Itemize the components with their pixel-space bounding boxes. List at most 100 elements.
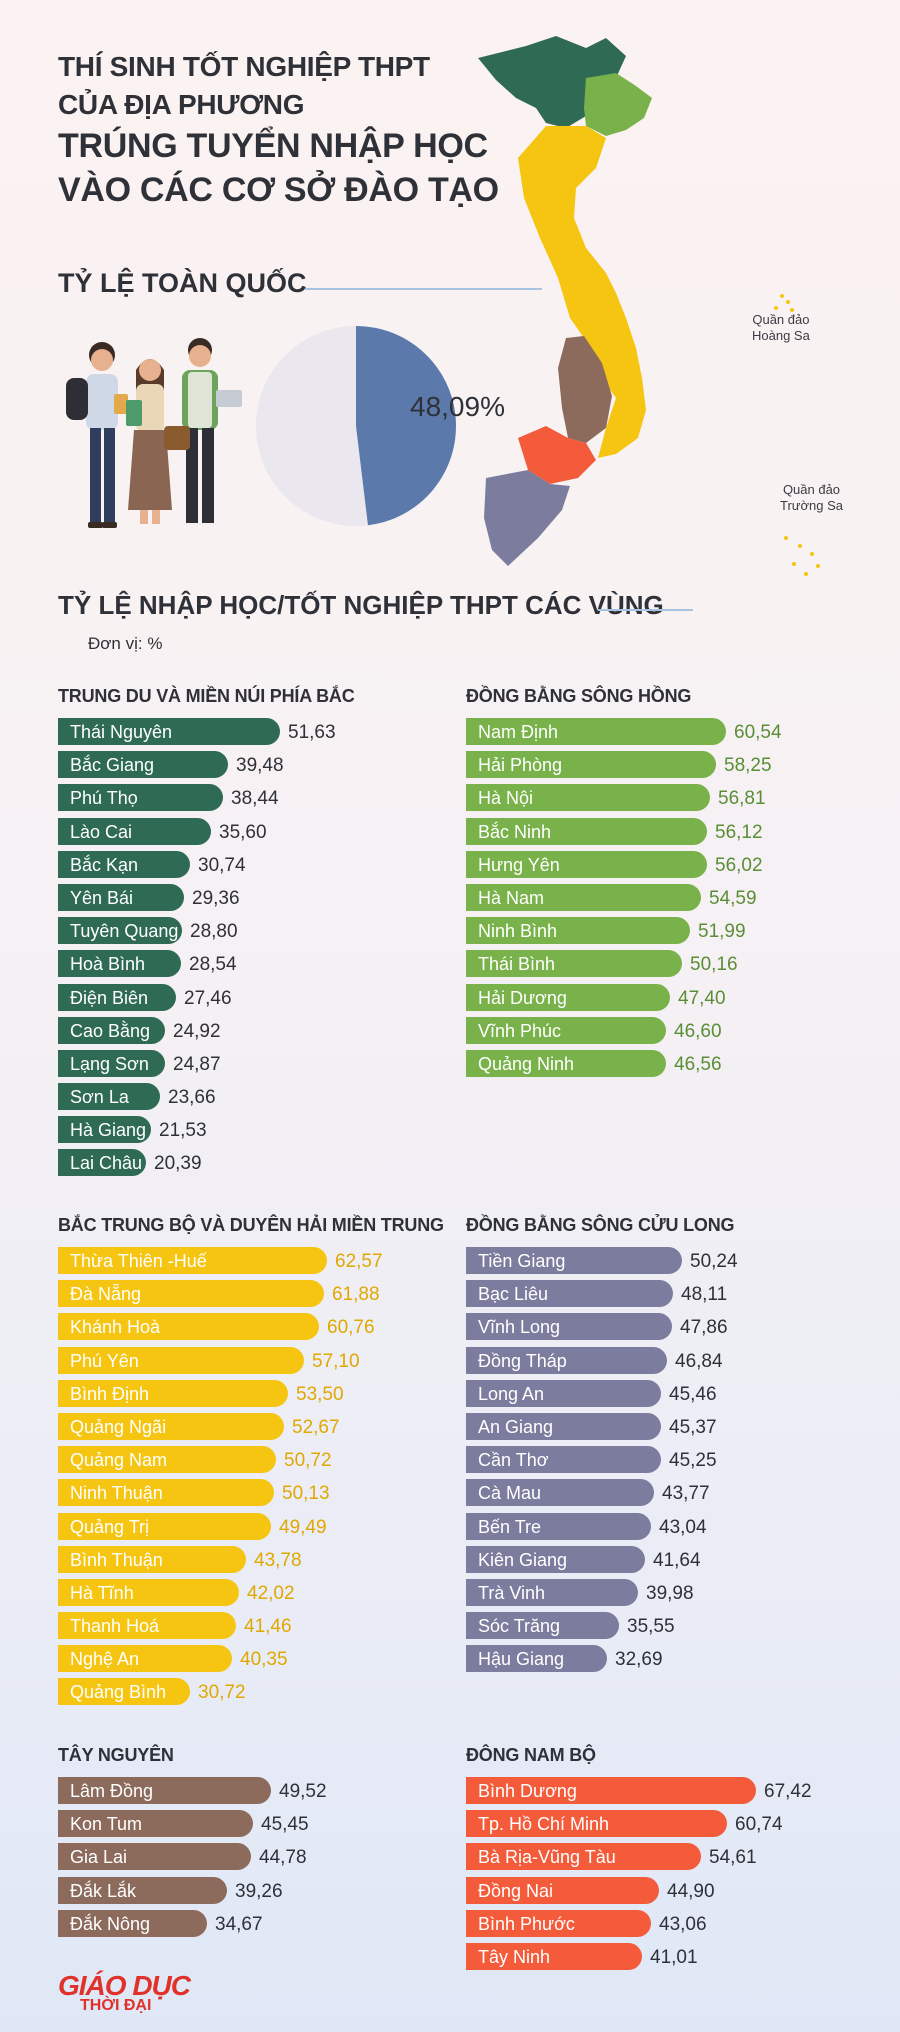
bar <box>466 1379 661 1407</box>
bar-category-label: Hà Giang <box>70 1120 147 1141</box>
bar <box>58 1412 284 1440</box>
bar-value-label: 56,12 <box>715 821 763 843</box>
bar-category-label: Bến Tre <box>478 1516 542 1537</box>
bar <box>58 1645 232 1673</box>
bar-value-label: 46,84 <box>675 1350 723 1372</box>
bar-category-label: Đồng Nai <box>478 1880 554 1901</box>
bar <box>466 1280 673 1308</box>
bar-category-label: Bắc Ninh <box>478 821 552 842</box>
bar <box>466 1777 756 1804</box>
bar-row: Bắc Ninh 56,12 <box>466 817 763 845</box>
bar-category-label: Ninh Bình <box>478 921 558 942</box>
bar-value-label: 54,59 <box>709 887 757 909</box>
bar-category-label: Hoà Bình <box>70 954 146 975</box>
bar-list: Thái Nguyên 51,63 Bắc Giang 39,48 Phú Thọ 38,… <box>58 718 355 1177</box>
bar-category-label: Quảng Bình <box>70 1682 167 1703</box>
bar <box>466 1942 642 1970</box>
bar-row: Bắc Kạn 30,74 <box>58 850 355 878</box>
bar <box>58 784 223 812</box>
bar <box>58 1843 251 1871</box>
bar <box>466 1612 619 1640</box>
map-region-southeast <box>518 426 596 484</box>
bar <box>58 850 190 878</box>
pie-value-slice <box>356 326 456 526</box>
bar-category-label: Nam Định <box>478 722 559 742</box>
bar-value-label: 44,90 <box>667 1880 715 1902</box>
bar-category-label: Tuyên Quang <box>70 921 179 942</box>
bar-row: Phú Yên 57,10 <box>58 1346 444 1374</box>
bar-row: Đắk Lắk 39,26 <box>58 1876 283 1904</box>
bar <box>58 1016 165 1044</box>
bar-category-label: Vĩnh Phúc <box>478 1020 562 1041</box>
national-rate-pie <box>256 326 456 526</box>
bar-category-label: Bắc Kạn <box>70 854 139 875</box>
bar <box>58 950 181 978</box>
bar <box>58 1545 246 1573</box>
bar-value-label: 58,25 <box>724 755 772 777</box>
bar-row: Đắk Nông 34,67 <box>58 1909 263 1937</box>
bar-value-label: 24,92 <box>173 1020 221 1042</box>
bar-row: Nam Định 60,54 <box>466 718 782 745</box>
bar-category-label: Kiên Giang <box>478 1549 568 1570</box>
bar-category-label: Đồng Tháp <box>478 1350 567 1371</box>
bar-row: Hoà Bình 28,54 <box>58 950 355 978</box>
bar <box>58 751 228 779</box>
bar-value-label: 56,02 <box>715 854 763 876</box>
truong-sa-caption: Quần đảo Trường Sa <box>780 482 843 514</box>
bar-row: Bình Thuận 43,78 <box>58 1545 444 1573</box>
bar-row: Quảng Ninh 46,56 <box>466 1049 722 1077</box>
bar-category-label: Gia Lai <box>70 1847 128 1868</box>
bar-value-label: 35,55 <box>627 1616 675 1638</box>
bar-category-label: Long An <box>478 1383 545 1404</box>
bar-value-label: 44,78 <box>259 1847 307 1869</box>
bar-row: Khánh Hoà 60,76 <box>58 1313 444 1341</box>
bar-category-label: Hậu Giang <box>478 1649 565 1670</box>
bar <box>466 917 690 945</box>
bar-value-label: 51,63 <box>288 722 336 743</box>
bar <box>58 718 280 745</box>
bar-value-label: 46,56 <box>674 1053 722 1075</box>
bar-category-label: Tiền Giang <box>478 1251 566 1271</box>
bar-row: Bình Dương 67,42 <box>466 1777 812 1804</box>
bar-category-label: Tây Ninh <box>478 1946 551 1967</box>
bar-category-label: Thanh Hoá <box>70 1616 160 1637</box>
bar <box>58 1083 160 1111</box>
bar-value-label: 62,57 <box>335 1251 383 1272</box>
chart-title: ĐỒNG BẰNG SÔNG HỒNG <box>466 686 692 706</box>
bar-value-label: 49,52 <box>279 1781 327 1802</box>
bar <box>58 983 176 1011</box>
bar <box>58 1280 324 1308</box>
bar-row: Tp. Hồ Chí Minh 60,74 <box>466 1810 783 1838</box>
truong-sa-islands <box>784 536 820 576</box>
bar <box>58 1810 253 1838</box>
bar-row: Bến Tre 43,04 <box>466 1512 734 1540</box>
bar-row: Kon Tum 45,45 <box>58 1810 309 1838</box>
bar-row: Hưng Yên 56,02 <box>466 850 763 878</box>
bar <box>466 1545 645 1573</box>
bar-category-label: Yên Bái <box>70 887 134 908</box>
bar-category-label: Hải Dương <box>478 987 567 1008</box>
chart-title: TRUNG DU VÀ MIỀN NÚI PHÍA BẮC <box>58 686 355 706</box>
bar-value-label: 54,61 <box>709 1847 757 1869</box>
bar-value-label: 39,26 <box>235 1880 283 1902</box>
hoang-sa-caption: Quần đảo Hoàng Sa <box>752 312 810 344</box>
bar <box>58 1876 227 1904</box>
bar-category-label: Hải Phòng <box>478 755 563 776</box>
bar-value-label: 29,36 <box>192 887 240 909</box>
bar-value-label: 47,40 <box>678 987 726 1009</box>
bar-value-label: 48,11 <box>681 1284 728 1306</box>
map-region-north-central-coast <box>518 126 646 458</box>
bar <box>466 983 670 1011</box>
bar-list: Thừa Thiên -Huế 62,57 Đà Nẵng 61,88 Khánh Ho… <box>58 1247 444 1706</box>
bar-value-label: 45,37 <box>669 1416 717 1438</box>
bar <box>58 817 211 845</box>
national-rate-label: TỶ LỆ TOÀN QUỐC <box>58 268 307 298</box>
bar-row: Tiền Giang 50,24 <box>466 1247 738 1274</box>
bar-category-label: Nghệ An <box>70 1649 140 1670</box>
bar-row: Hà Nam 54,59 <box>466 883 757 911</box>
chart-title: ĐỒNG BẰNG SÔNG CỬU LONG <box>466 1215 735 1235</box>
bar-category-label: Cà Mau <box>478 1483 542 1504</box>
bar-value-label: 32,69 <box>615 1649 663 1671</box>
title-line-1: THÍ SINH TỐT NGHIỆP THPT <box>58 51 430 82</box>
bar-category-label: Khánh Hoà <box>70 1317 161 1338</box>
